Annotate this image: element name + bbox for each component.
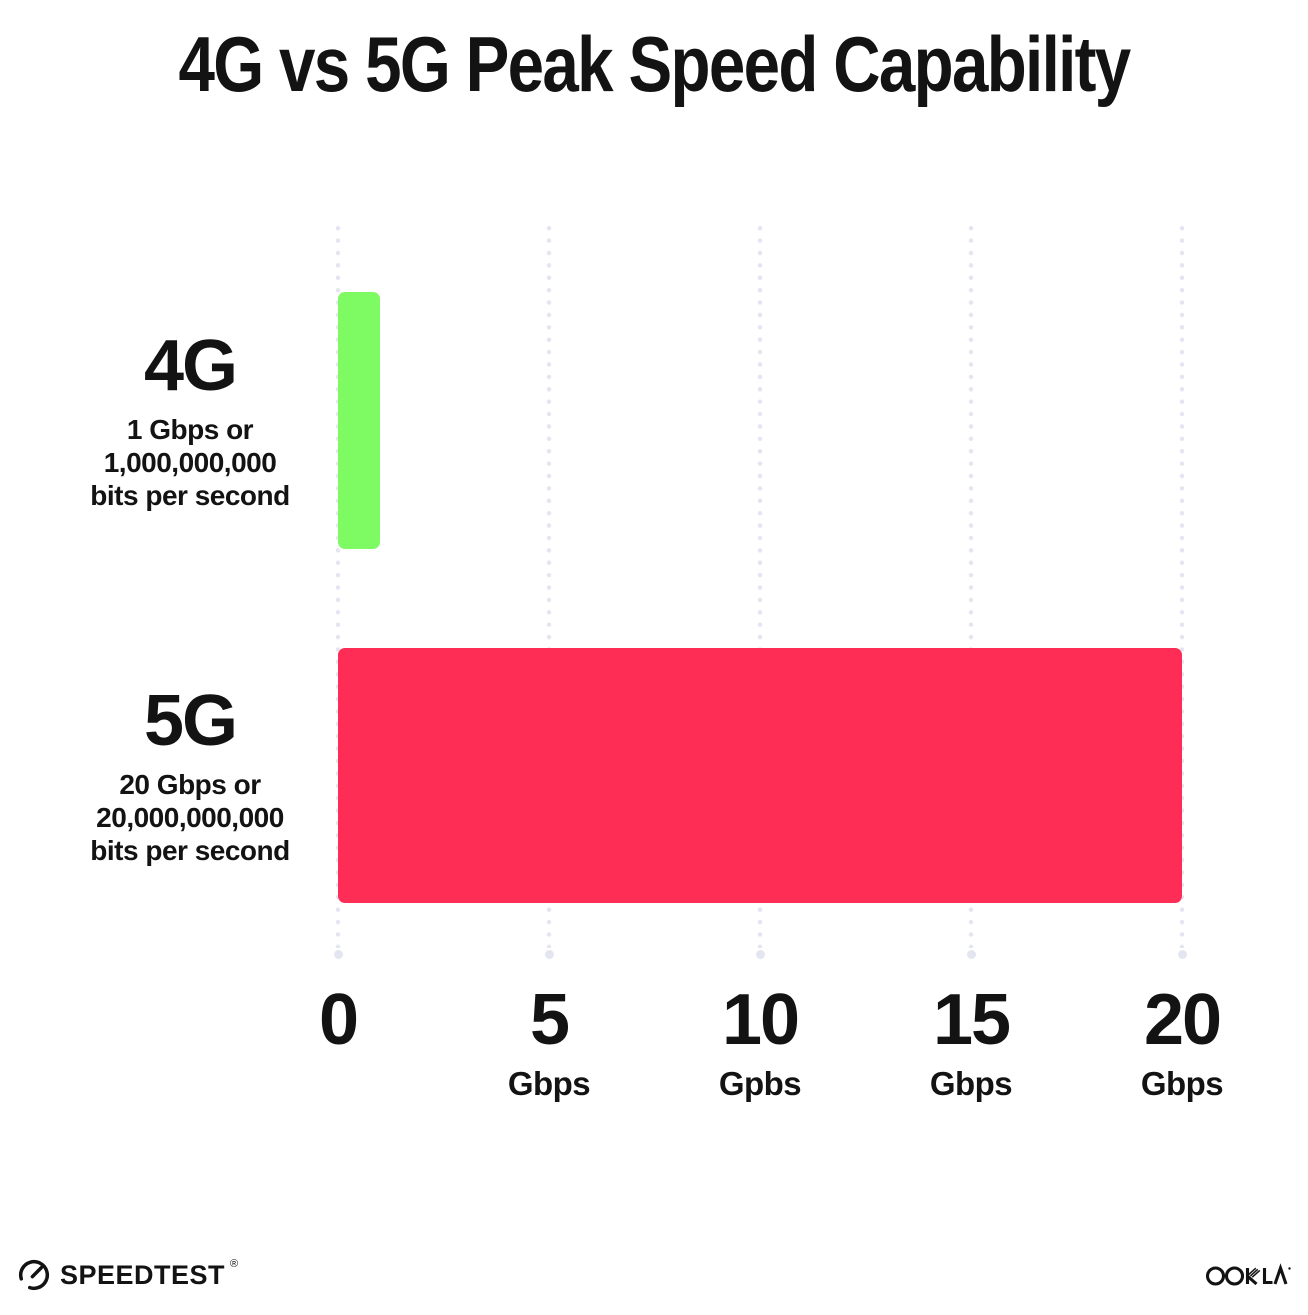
x-tick-value: 10 bbox=[721, 980, 800, 1060]
category-sub-line: bits per second bbox=[90, 835, 290, 866]
x-tick-unit bbox=[228, 1065, 448, 1103]
x-tick-10: 10 Gpbs bbox=[650, 984, 870, 1103]
x-tick-value: 15 bbox=[932, 980, 1011, 1060]
chart-title: 4G vs 5G Peak Speed Capability bbox=[178, 20, 1131, 108]
bar-4g bbox=[338, 292, 381, 549]
x-tick-15: 15 Gbps bbox=[861, 984, 1081, 1103]
plot-area bbox=[333, 222, 1187, 959]
category-sublabel-4g: 1 Gbps or 1,000,000,000 bits per second bbox=[40, 413, 340, 512]
category-sub-line: bits per second bbox=[90, 480, 290, 511]
speedtest-wordmark: SPEEDTEST bbox=[60, 1259, 226, 1290]
category-label-5g: 5G 20 Gbps or 20,000,000,000 bits per se… bbox=[40, 685, 340, 867]
x-tick-value: 20 bbox=[1143, 980, 1222, 1060]
category-sub-line: 20 Gbps or bbox=[119, 769, 261, 800]
x-tick-value: 0 bbox=[318, 980, 359, 1060]
category-sublabel-5g: 20 Gbps or 20,000,000,000 bits per secon… bbox=[40, 768, 340, 867]
category-sub-line: 1 Gbps or bbox=[126, 414, 254, 445]
x-tick-unit: Gbps bbox=[507, 1065, 591, 1102]
x-tick-unit: Gbps bbox=[1140, 1065, 1224, 1102]
x-tick-0: 0 bbox=[228, 984, 448, 1103]
x-axis: 0 5 Gbps 10 Gpbs 15 Gbps 20 Gbps bbox=[319, 984, 1224, 1114]
x-tick-unit: Gbps bbox=[929, 1065, 1013, 1102]
gridline-10 bbox=[755, 222, 765, 959]
gridline-5 bbox=[544, 222, 554, 959]
x-tick-20: 20 Gbps bbox=[1072, 984, 1292, 1103]
ookla-logo bbox=[1206, 1260, 1292, 1290]
x-tick-value: 5 bbox=[529, 980, 570, 1060]
category-sub-line: 20,000,000,000 bbox=[96, 802, 284, 833]
category-sub-line: 1,000,000,000 bbox=[103, 447, 277, 478]
x-tick-unit: Gpbs bbox=[718, 1065, 802, 1102]
ookla-wordmark-icon bbox=[1206, 1263, 1291, 1286]
category-name-4g: 4G bbox=[143, 326, 238, 406]
speedtest-logo: SPEEDTEST ® bbox=[17, 1258, 238, 1292]
x-tick-5: 5 Gbps bbox=[439, 984, 659, 1103]
bar-5g bbox=[338, 648, 1182, 903]
gridline-20 bbox=[1177, 222, 1187, 959]
speedtest-trademark: ® bbox=[230, 1258, 239, 1270]
category-label-4g: 4G 1 Gbps or 1,000,000,000 bits per seco… bbox=[40, 330, 340, 512]
gridline-0 bbox=[333, 222, 343, 959]
speedometer-icon bbox=[18, 1259, 50, 1291]
category-name-5g: 5G bbox=[143, 681, 238, 761]
gridline-15 bbox=[966, 222, 976, 959]
